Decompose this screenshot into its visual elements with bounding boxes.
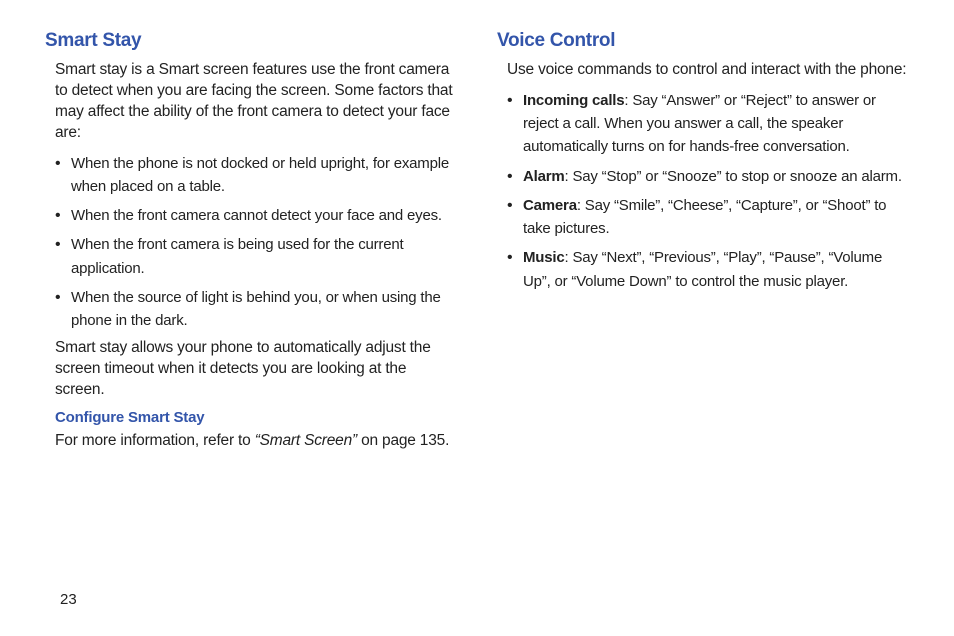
voice-control-bullets: Incoming calls: Say “Answer” or “Reject”… [507,89,909,293]
bullet-text: When the source of light is behind you, … [71,289,441,329]
bullet-text: : Say “Smile”, “Cheese”, “Capture”, or “… [523,197,886,237]
left-column: Smart Stay Smart stay is a Smart screen … [45,30,457,450]
two-column-layout: Smart Stay Smart stay is a Smart screen … [45,30,909,450]
bullet-text: When the phone is not docked or held upr… [71,155,449,195]
ref-prefix: For more information, refer to [55,432,255,449]
list-item: When the front camera is being used for … [55,233,457,280]
list-item: When the source of light is behind you, … [55,286,457,333]
right-column: Voice Control Use voice commands to cont… [497,30,909,450]
bullet-text: : Say “Next”, “Previous”, “Play”, “Pause… [523,249,882,289]
ref-title: “Smart Screen” [255,432,357,449]
list-item: Camera: Say “Smile”, “Cheese”, “Capture”… [507,194,909,241]
bullet-term: Music [523,249,565,266]
bullet-term: Camera [523,197,577,214]
bullet-text: When the front camera is being used for … [71,236,403,276]
list-item: Alarm: Say “Stop” or “Snooze” to stop or… [507,165,909,188]
smart-stay-reference: For more information, refer to “Smart Sc… [55,432,457,450]
list-item: Music: Say “Next”, “Previous”, “Play”, “… [507,246,909,293]
bullet-text: When the front camera cannot detect your… [71,207,442,224]
smart-stay-bullets: When the phone is not docked or held upr… [55,152,457,333]
list-item: When the phone is not docked or held upr… [55,152,457,199]
bullet-text: : Say “Stop” or “Snooze” to stop or snoo… [565,168,902,185]
list-item: When the front camera cannot detect your… [55,204,457,227]
list-item: Incoming calls: Say “Answer” or “Reject”… [507,89,909,159]
smart-stay-heading: Smart Stay [45,30,457,52]
smart-stay-intro: Smart stay is a Smart screen features us… [55,60,457,144]
bullet-term: Incoming calls [523,92,624,109]
bullet-term: Alarm [523,168,565,185]
voice-control-heading: Voice Control [497,30,909,52]
configure-smart-stay-heading: Configure Smart Stay [55,409,457,426]
page-number: 23 [60,591,77,608]
smart-stay-followup: Smart stay allows your phone to automati… [55,338,457,401]
ref-suffix: on page 135. [357,432,449,449]
voice-control-intro: Use voice commands to control and intera… [507,60,909,81]
